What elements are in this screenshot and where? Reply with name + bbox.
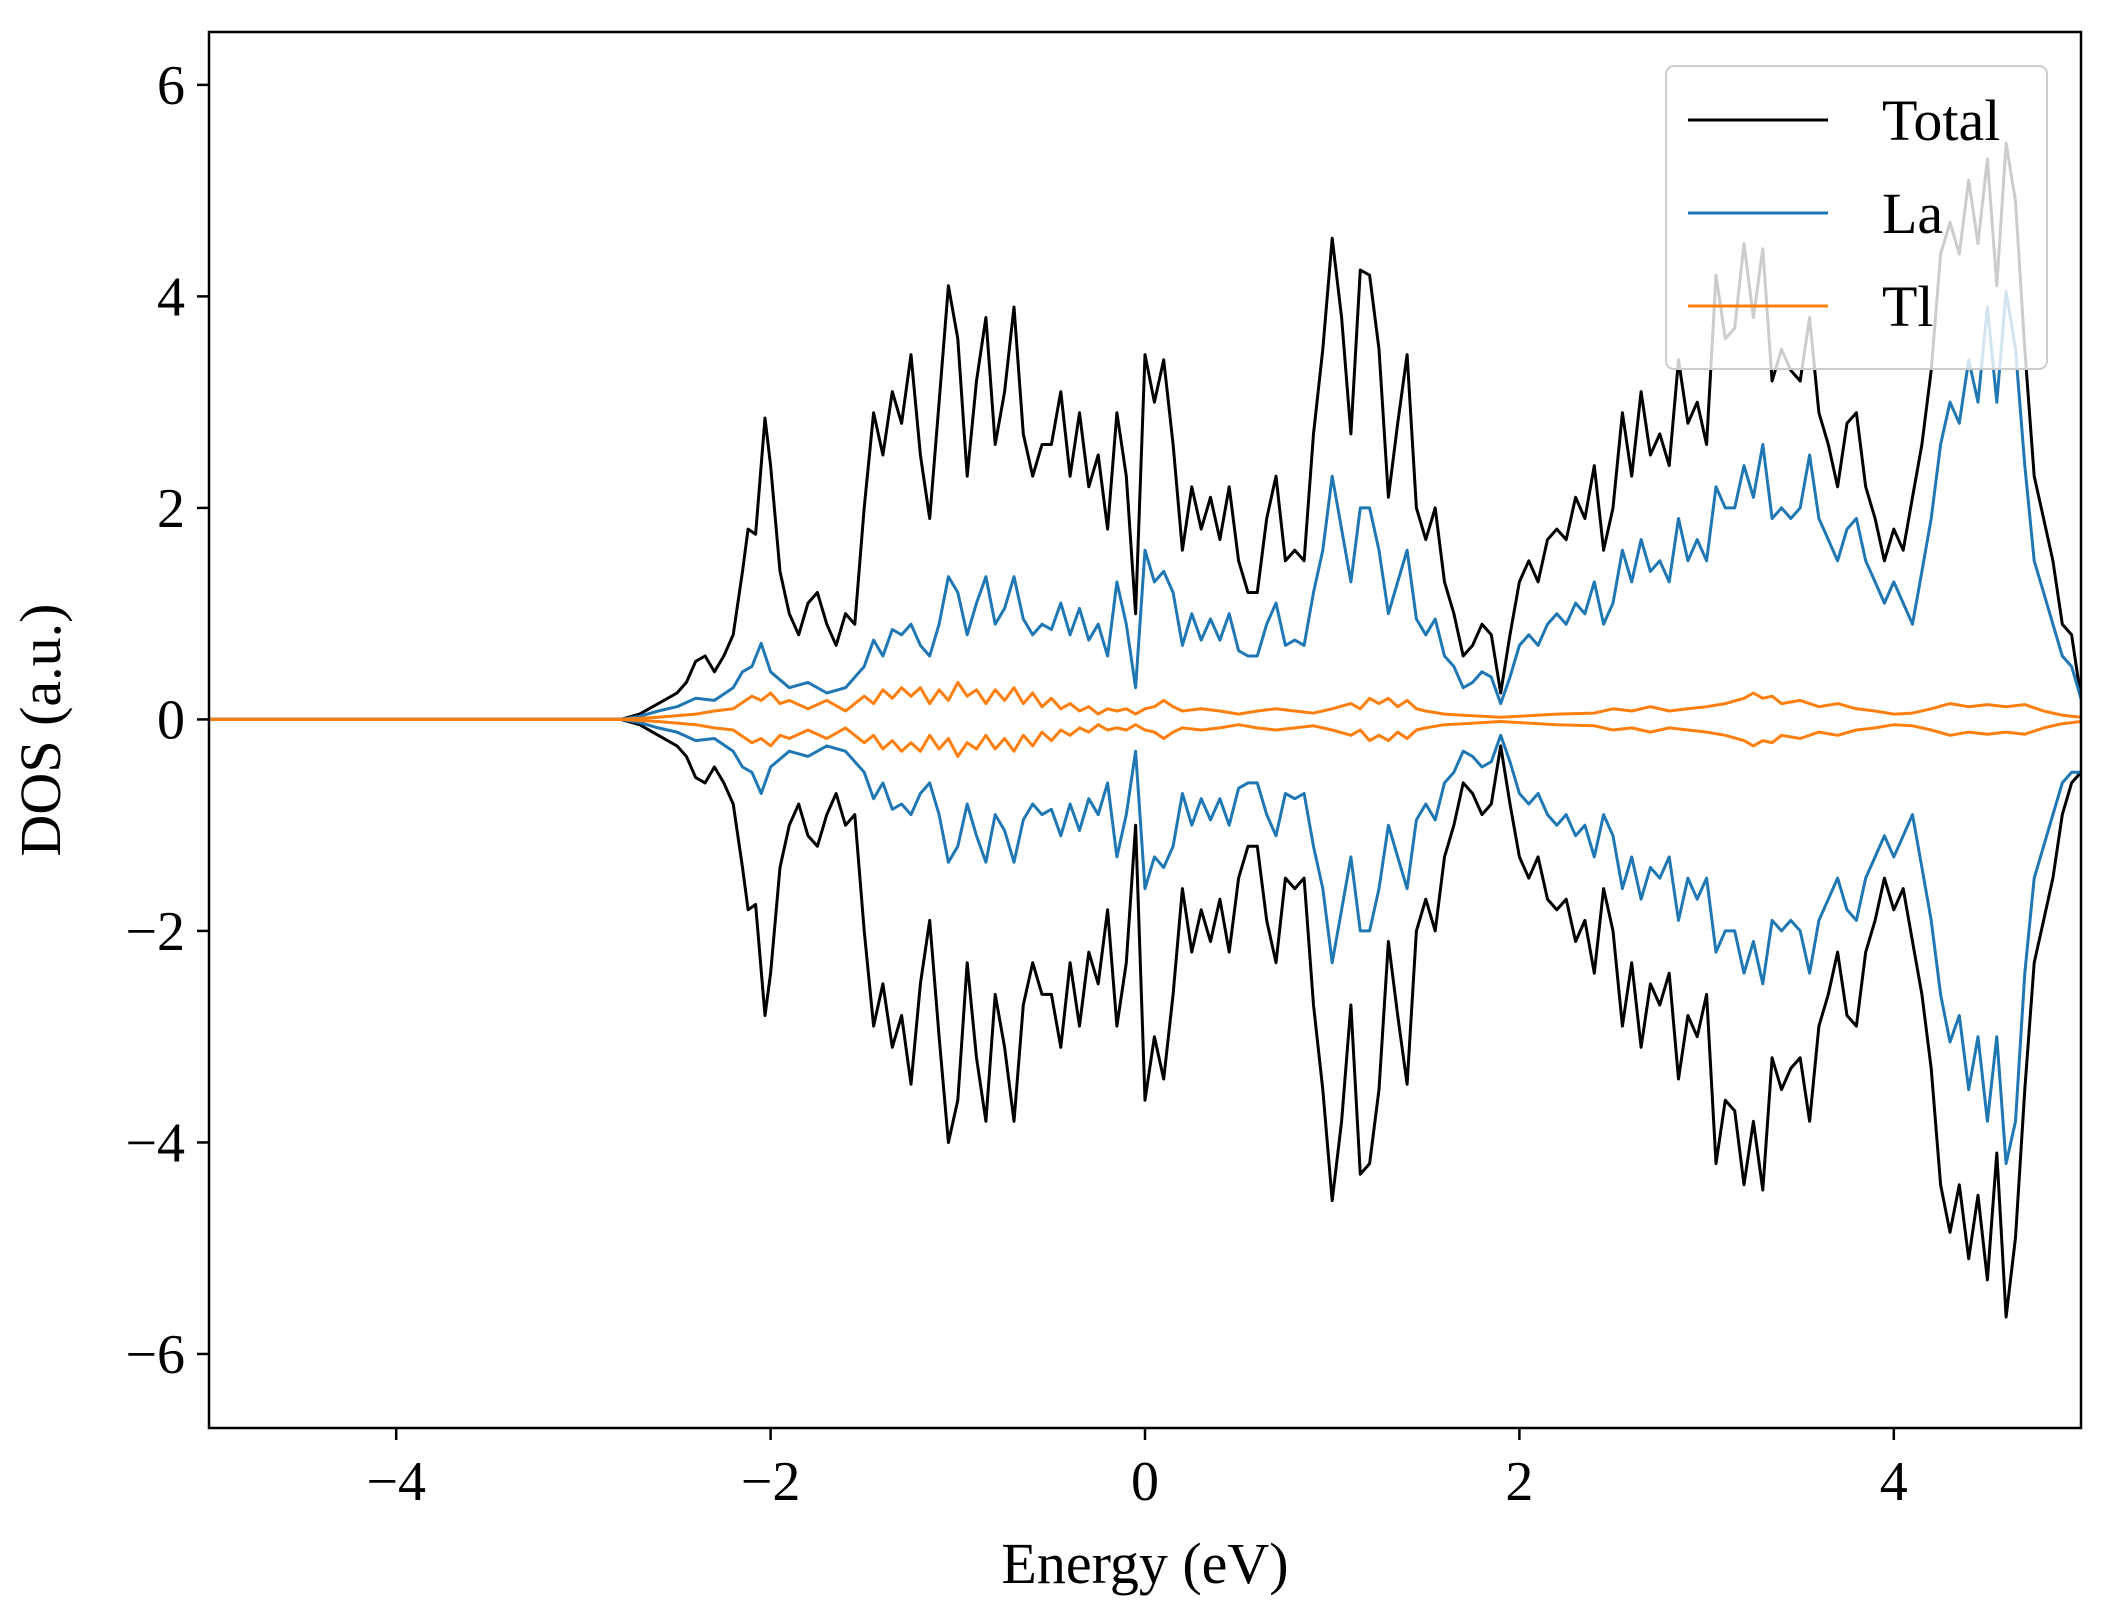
x-tick-label: 2 — [1505, 1451, 1533, 1513]
x-tick-label: −2 — [741, 1451, 801, 1513]
series-line-tl-spin-up — [209, 680, 2081, 721]
y-tick-label: −4 — [125, 1112, 185, 1174]
x-tick-label: −4 — [366, 1451, 426, 1513]
legend-label-tl: Tl — [1882, 274, 1934, 339]
x-axis-ticks: −4 −2 0 2 4 — [366, 1428, 1908, 1513]
y-tick-label: −2 — [125, 901, 185, 963]
series-line-la-spin-down — [209, 717, 2081, 1166]
y-tick-label: 6 — [157, 55, 185, 117]
x-tick-label: 4 — [1880, 1451, 1908, 1513]
x-axis-title: Energy (eV) — [1001, 1531, 1288, 1596]
x-tick-label: 0 — [1131, 1451, 1159, 1513]
legend: Total La Tl — [1665, 65, 2048, 370]
y-tick-label: 0 — [157, 689, 185, 751]
series-line-total-spin-down — [209, 717, 2081, 1319]
y-tick-label: 2 — [157, 478, 185, 540]
series-line-total-spin-up — [209, 141, 2081, 721]
legend-box — [1665, 65, 2048, 370]
legend-label-total: Total — [1882, 88, 2000, 153]
y-tick-label: 4 — [157, 266, 185, 328]
legend-label-la: La — [1882, 181, 1943, 246]
y-axis-title: DOS (a.u.) — [8, 604, 73, 857]
y-tick-label: −6 — [125, 1324, 185, 1386]
series-line-tl-spin-down — [209, 717, 2081, 758]
series-layer — [209, 141, 2081, 1319]
y-axis-ticks: −6 −4 −2 0 2 4 6 — [125, 55, 209, 1386]
series-line-la-spin-up — [209, 289, 2081, 721]
